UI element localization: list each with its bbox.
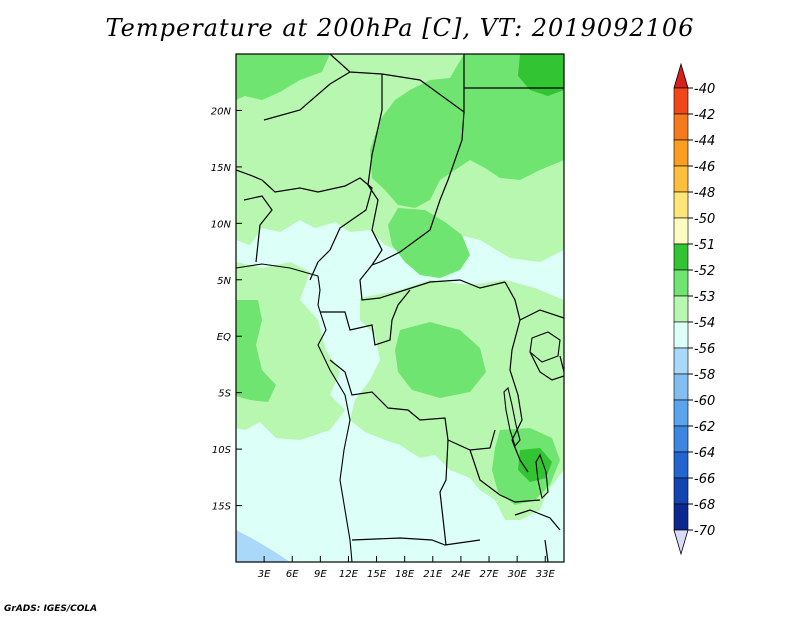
colorbar-label: -64 <box>694 446 715 461</box>
grads-credit: GrADS: IGES/COLA <box>4 604 98 614</box>
colorbar-label: -50 <box>694 212 715 227</box>
field-dark-green-ne <box>518 54 564 96</box>
coastline-west <box>236 263 353 562</box>
border-drc-west <box>329 359 496 451</box>
colorbar-label: -53 <box>694 290 715 305</box>
field-green-west <box>236 300 276 402</box>
chart-title: Temperature at 200hPa [C], VT: 201909210… <box>105 14 695 42</box>
colorbar-label: -54 <box>694 316 715 331</box>
lon-tick-label: 21E <box>423 569 443 580</box>
field-green-sahel <box>388 208 470 278</box>
colorbar-swatch <box>673 477 689 505</box>
lon-tick-label: 24E <box>451 569 471 580</box>
colorbar-swatch <box>673 399 689 427</box>
temperature-field <box>236 54 564 562</box>
colorbar-top-arrow <box>673 62 689 89</box>
border-niger-chad <box>263 71 351 121</box>
border-car <box>359 264 506 301</box>
lat-tick-label: 5N <box>217 276 231 287</box>
lon-tick-label: 9E <box>314 569 327 580</box>
lon-tick-label: 3E <box>258 569 271 580</box>
colorbar-swatch <box>673 451 689 479</box>
longitude-axis: 3E 6E 9E 12E 15E 18E 21E 24E 27E 30E 33E <box>258 556 556 580</box>
colorbar-swatch <box>673 347 689 375</box>
lat-tick-label: 5S <box>218 389 231 400</box>
border-chad <box>367 74 383 266</box>
colorbar: -40 -42 -44 -46 -48 -50 -51 -52 -53 -54 -56 -58 -60 -… <box>673 62 715 556</box>
border-nigeria-cameroon <box>261 177 373 281</box>
colorbar-label: -68 <box>694 498 715 513</box>
colorbar-swatch <box>673 217 689 245</box>
lat-tick-label: EQ <box>217 332 231 343</box>
colorbar-label: -66 <box>694 472 715 487</box>
border-libya-sudan <box>329 54 465 114</box>
lon-tick-label: 27E <box>480 569 500 580</box>
lon-tick-label: 15E <box>367 569 387 580</box>
colorbar-label: -48 <box>694 186 715 201</box>
border-west-small <box>236 169 273 263</box>
border-zimbabwe-moz <box>514 509 561 562</box>
colorbar-swatch <box>673 321 689 349</box>
colorbar-swatch <box>673 269 689 297</box>
border-east-africa <box>519 309 564 381</box>
colorbar-bottom-arrow <box>673 529 689 556</box>
colorbar-swatch <box>673 191 689 219</box>
colorbar-label: -60 <box>694 394 715 409</box>
colorbar-label: -42 <box>694 108 715 123</box>
colorbar-swatch <box>673 373 689 401</box>
lake-malawi <box>535 453 549 500</box>
colorbar-swatch <box>673 139 689 167</box>
border-congo <box>320 289 411 346</box>
colorbar-swatch <box>673 243 689 271</box>
border-angola-zambia <box>439 439 449 546</box>
colorbar-swatch <box>673 295 689 323</box>
colorbar-swatch <box>673 87 689 115</box>
lat-tick-label: 15N <box>211 163 232 174</box>
border-angola-south <box>351 537 481 546</box>
lon-tick-label: 30E <box>508 569 528 580</box>
political-borders <box>236 54 564 562</box>
colorbar-label: -62 <box>694 420 715 435</box>
colorbar-label: -52 <box>694 264 715 279</box>
lat-tick-label: 10S <box>212 445 232 456</box>
lake-tanganyika <box>503 386 521 448</box>
field-green-northwest <box>236 54 330 100</box>
lon-tick-label: 33E <box>536 569 556 580</box>
colorbar-label: -56 <box>694 342 715 357</box>
field-dark-green-se <box>518 448 552 482</box>
field-light-blue-sw <box>236 530 290 562</box>
border-sudan-south <box>371 111 465 266</box>
colorbar-label: -70 <box>694 524 715 539</box>
colorbar-label: -51 <box>694 238 715 253</box>
colorbar-swatch <box>673 503 689 531</box>
colorbar-swatch <box>673 425 689 453</box>
colorbar-label: -40 <box>694 82 715 97</box>
lon-tick-label: 6E <box>286 569 299 580</box>
field-green-central <box>395 322 486 398</box>
lat-tick-label: 10N <box>211 219 232 230</box>
map-frame <box>235 53 565 563</box>
border-drc-east <box>504 281 523 441</box>
colorbar-swatch <box>673 165 689 193</box>
colorbar-label: -58 <box>694 368 715 383</box>
field-green-north <box>370 54 564 208</box>
lat-tick-label: 20N <box>211 106 232 117</box>
lat-tick-label: 15S <box>212 502 232 513</box>
colorbar-label: -46 <box>694 160 715 175</box>
colorbar-label: -44 <box>694 134 715 149</box>
lon-tick-label: 12E <box>339 569 359 580</box>
lon-tick-label: 18E <box>395 569 415 580</box>
latitude-axis: 20N 15N 10N 5N EQ 5S 10S 15S <box>211 106 242 513</box>
colorbar-swatch <box>673 113 689 141</box>
